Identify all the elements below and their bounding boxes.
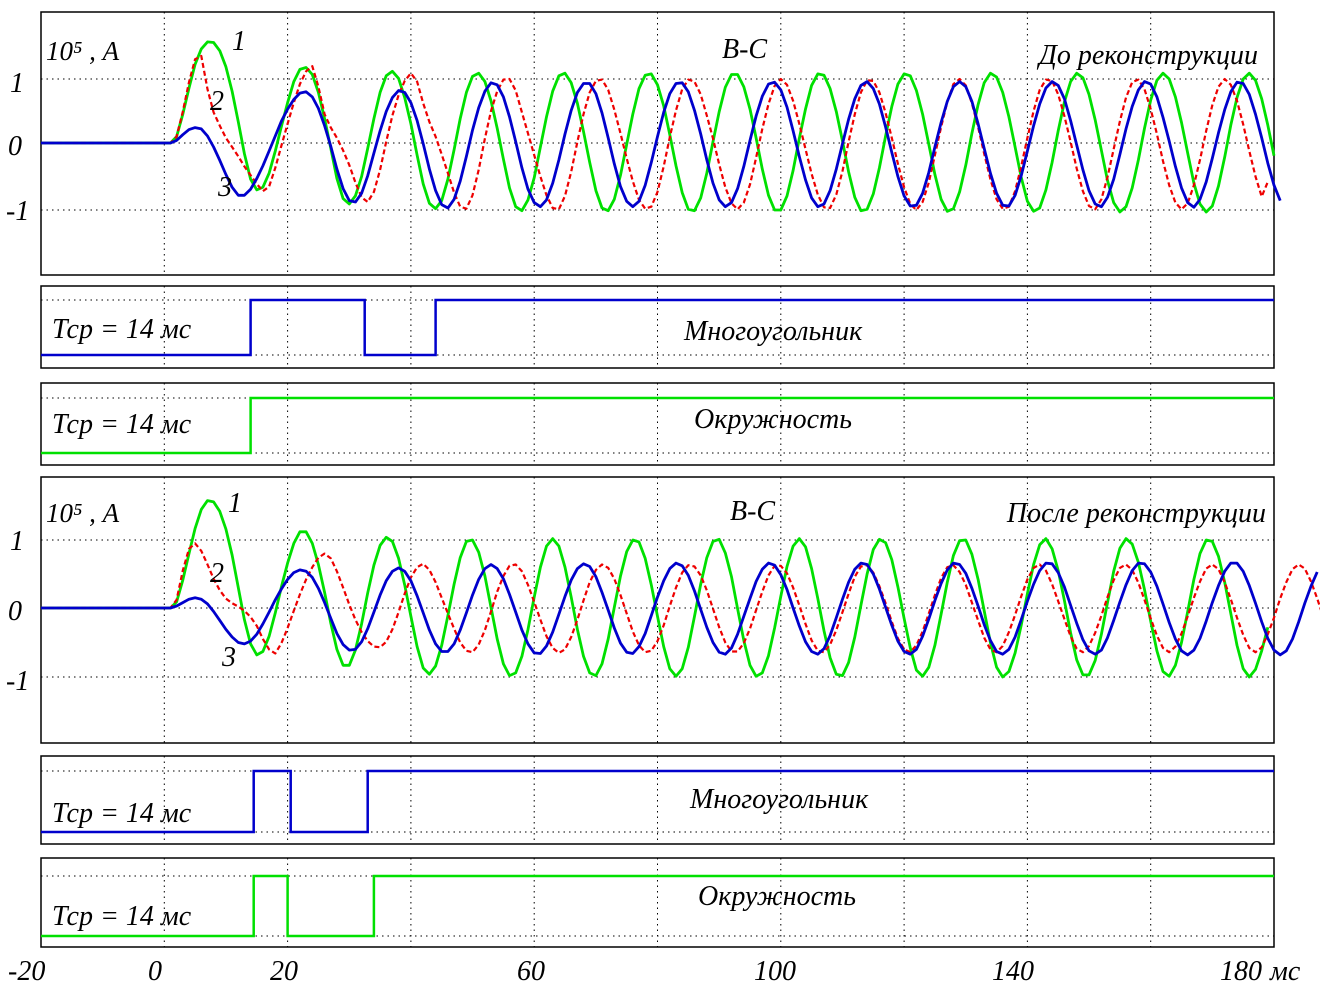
- bottom-series-1: [41, 499, 1270, 679]
- panel-top-curve-label-2: 2: [210, 86, 224, 117]
- panel-top-logic-polygon-caption: Многоугольник: [683, 316, 863, 347]
- x-tick-label: -20: [8, 956, 45, 983]
- panel-top-logic-polygon: Тср = 14 мс Многоугольник: [40, 285, 1275, 369]
- panel-bottom-logic-circle: Тср = 14 мс Окружность: [40, 857, 1275, 948]
- x-tick-label: 100: [754, 956, 796, 983]
- panel-top-title: В-С: [722, 34, 767, 65]
- top-series-1: [41, 40, 1276, 214]
- panel-top-curve-label-3: 3: [217, 172, 232, 203]
- x-tick-label: 60: [517, 956, 545, 983]
- x-tick-label: 180: [1220, 956, 1262, 983]
- panel-bottom-curve-label-3: 3: [221, 642, 236, 673]
- panel-bottom-series: [41, 499, 1320, 679]
- x-axis: -20 0 20 60 100 140 180 мс: [8, 956, 1301, 983]
- panel-top-ytick-minus1: -1: [6, 196, 29, 227]
- panel-bottom-logic-polygon-caption: Многоугольник: [689, 784, 869, 815]
- panel-top-logic-circle-label: Тср = 14 мс: [52, 409, 192, 440]
- panel-top-ytick-0: 0: [8, 131, 22, 162]
- x-tick-label: 0: [148, 956, 162, 983]
- panel-bottom-ytick-minus1: -1: [6, 666, 29, 697]
- panel-top-logic-circle-caption: Окружность: [694, 404, 852, 435]
- panel-bottom-grid: [41, 477, 1274, 743]
- panel-bottom-title: В-С: [730, 496, 775, 527]
- panel-bottom-logic-polygon: Тср = 14 мс Многоугольник: [40, 755, 1275, 845]
- panel-bottom-logic-circle-label: Тср = 14 мс: [52, 901, 192, 932]
- panel-top-note: До реконструкции: [1036, 40, 1258, 71]
- top-series-2: [41, 54, 1269, 212]
- panel-bottom-logic-polygon-label: Тср = 14 мс: [52, 798, 192, 829]
- panel-top-logic-circle-signal: [41, 396, 1274, 455]
- panel-top-logic-circle: Тср = 14 мс Окружность: [40, 382, 1275, 466]
- x-tick-label: 20: [270, 956, 298, 983]
- panel-top-grid: [41, 12, 1274, 275]
- panel-bottom-ylabel: 10⁵ , А: [46, 498, 120, 528]
- panel-bottom-curve-label-1: 1: [228, 488, 242, 519]
- panel-bottom-logic-circle-caption: Окружность: [698, 881, 856, 912]
- panel-bottom-logic-circle-signal: [41, 874, 1274, 938]
- bottom-series-3: [41, 561, 1319, 657]
- x-tick-label: 140: [992, 956, 1034, 983]
- x-axis-unit: мс: [1269, 956, 1301, 983]
- panel-top-series: [41, 40, 1282, 214]
- panel-top-ylabel: 10⁵ , А: [46, 36, 120, 66]
- panel-top-logic-polygon-signal: [41, 298, 1274, 357]
- panel-bottom-waveform: 10⁵ , А В-С После реконструкции 1 0 -1 1…: [6, 476, 1320, 744]
- panel-top-waveform: 10⁵ , А В-С До реконструкции 1 0 -1 1 2 …: [6, 11, 1282, 276]
- panel-top-curve-label-1: 1: [232, 26, 246, 57]
- bottom-series-2: [41, 542, 1320, 655]
- panel-bottom-curve-label-2: 2: [210, 558, 224, 589]
- panel-bottom-logic-polygon-signal: [41, 769, 1274, 834]
- top-series-3: [41, 80, 1282, 210]
- panel-top-ytick-1: 1: [10, 68, 24, 99]
- panel-bottom-logic-circle-grid: [41, 858, 1274, 947]
- panel-top-logic-polygon-label: Тср = 14 мс: [52, 314, 192, 345]
- panel-bottom-ytick-0: 0: [8, 596, 22, 627]
- panel-bottom-ytick-1: 1: [10, 526, 24, 557]
- panel-bottom-note: После реконструкции: [1006, 498, 1266, 529]
